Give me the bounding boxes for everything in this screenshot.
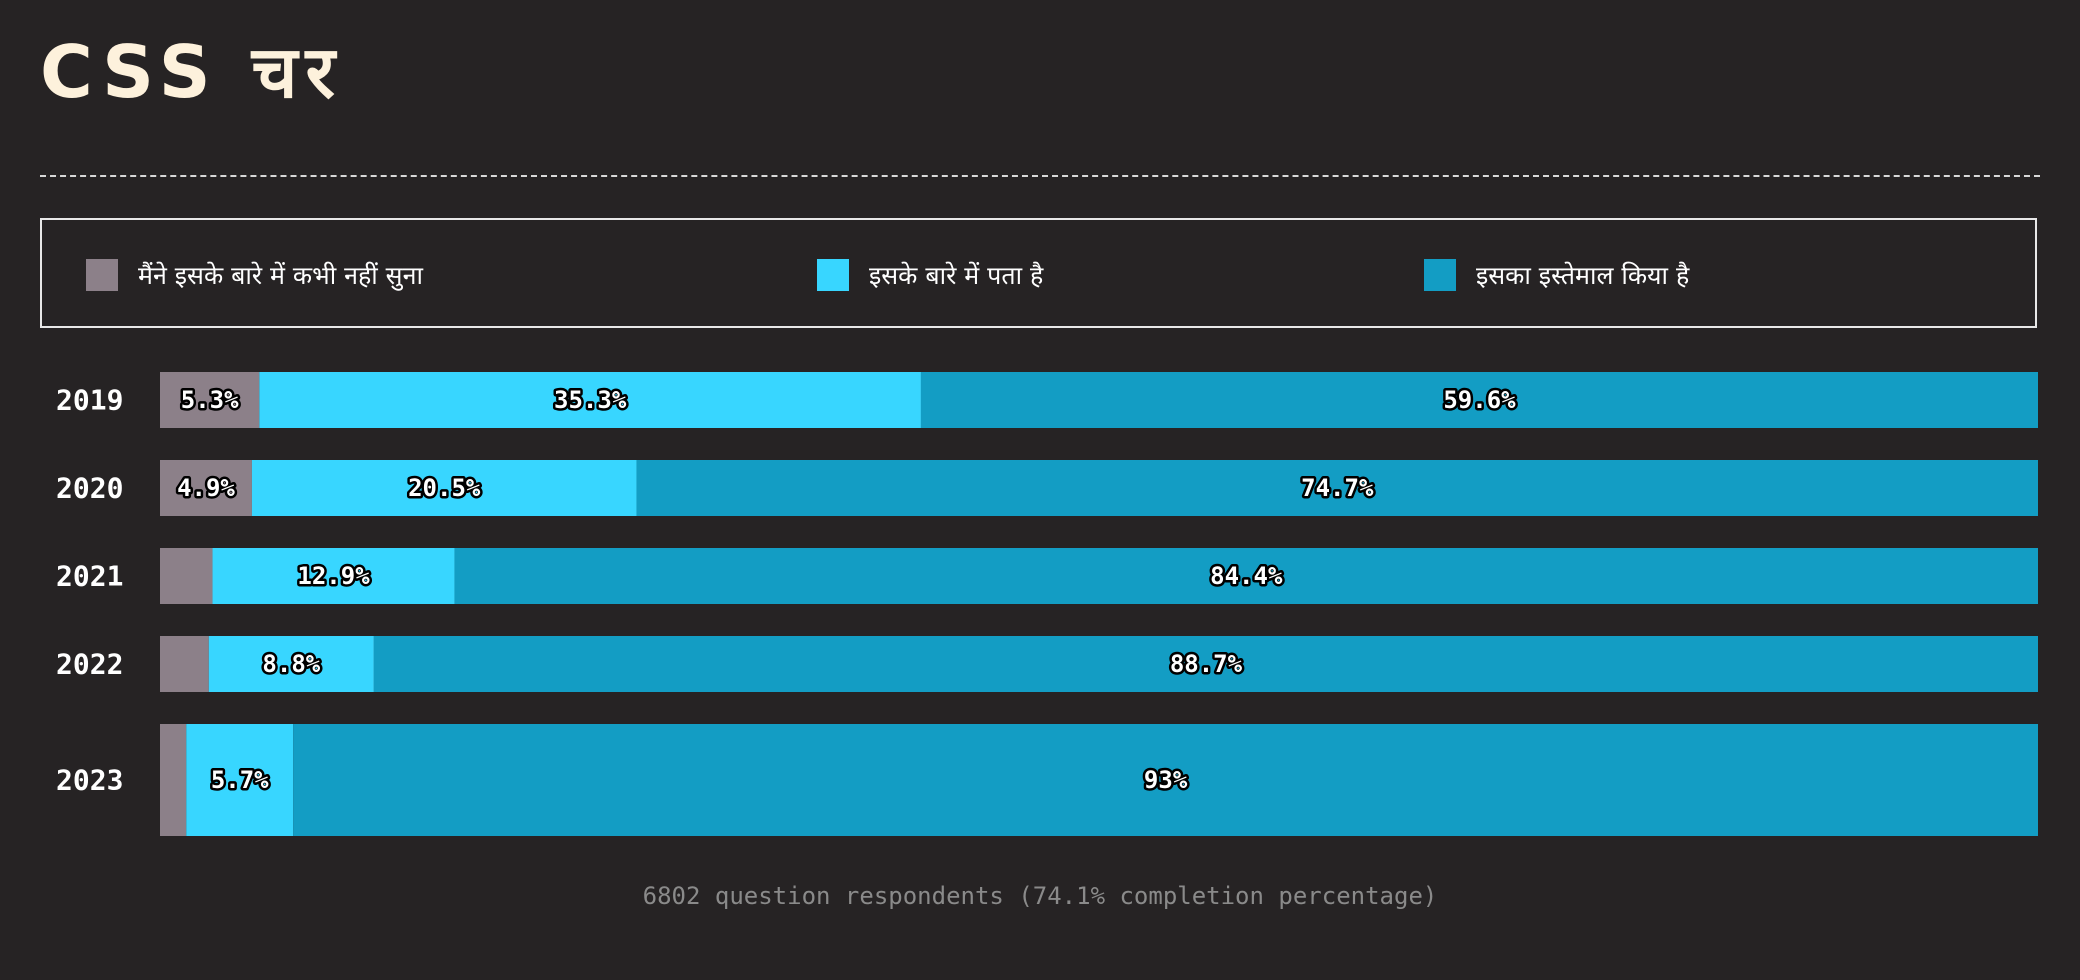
legend-item-used-it: इसका इस्तेमाल किया है	[1424, 258, 1689, 292]
value-label-never-heard-2020: 4.9%	[177, 474, 235, 502]
legend-item-never-heard: मैंने इसके बारे में कभी नहीं सुना	[86, 258, 423, 292]
legend-swatch-used-it	[1424, 259, 1456, 291]
value-label-used-it-2021: 84.4%	[1210, 562, 1283, 590]
legend-label-know-about: इसके बारे में पता है	[869, 261, 1044, 290]
value-label-know-about-2021: 12.9%	[297, 562, 370, 590]
bar-segment-know-about-2023	[186, 724, 294, 836]
value-label-know-about-2019: 35.3%	[554, 386, 627, 414]
value-label-used-it-2022: 88.7%	[1170, 650, 1243, 678]
bar-segment-know-about-2021	[212, 548, 455, 604]
respondents-footnote: 6802 question respondents (74.1% complet…	[642, 882, 1438, 910]
title-divider	[40, 175, 2040, 177]
legend-item-know-about: इसके बारे में पता है	[817, 258, 1043, 292]
bar-segment-never-heard-2022	[160, 636, 209, 692]
chart-title: CSS चर	[40, 30, 343, 114]
bar-segment-know-about-2020	[251, 460, 637, 516]
value-label-used-it-2023: 93%	[1144, 766, 1188, 794]
legend-swatch-never-heard	[86, 259, 118, 291]
legend-label-never-heard: मैंने इसके बारे में कभी नहीं सुना	[138, 261, 423, 290]
bar-segment-know-about-2022	[208, 636, 374, 692]
value-label-used-it-2020: 74.7%	[1301, 474, 1374, 502]
value-label-never-heard-2019: 5.3%	[181, 386, 239, 414]
bar-segment-know-about-2019	[259, 372, 921, 428]
bar-segment-used-it-2019	[920, 372, 2039, 428]
value-label-know-about-2023: 5.7%	[211, 766, 269, 794]
bar-segment-never-heard-2021	[160, 548, 213, 604]
bar-segment-used-it-2020	[636, 460, 2039, 516]
year-label-2019: 2019	[56, 384, 123, 417]
legend-swatch-know-about	[817, 259, 849, 291]
year-label-2020: 2020	[56, 472, 123, 505]
legend-label-used-it: इसका इस्तेमाल किया है	[1476, 261, 1690, 290]
bar-segment-used-it-2021	[454, 548, 2038, 604]
bar-segment-never-heard-2023	[160, 724, 187, 836]
bar-segment-used-it-2022	[373, 636, 2038, 692]
year-label-2023: 2023	[56, 764, 123, 797]
value-label-know-about-2020: 20.5%	[408, 474, 481, 502]
value-label-used-it-2019: 59.6%	[1443, 386, 1516, 414]
legend: मैंने इसके बारे में कभी नहीं सुना इसके ब…	[40, 218, 2037, 328]
value-label-know-about-2022: 8.8%	[262, 650, 320, 678]
bar-segment-never-heard-2020	[160, 460, 252, 516]
bar-segment-never-heard-2019	[160, 372, 260, 428]
bar-segment-used-it-2023	[293, 724, 2038, 836]
year-label-2022: 2022	[56, 648, 123, 681]
year-label-2021: 2021	[56, 560, 123, 593]
